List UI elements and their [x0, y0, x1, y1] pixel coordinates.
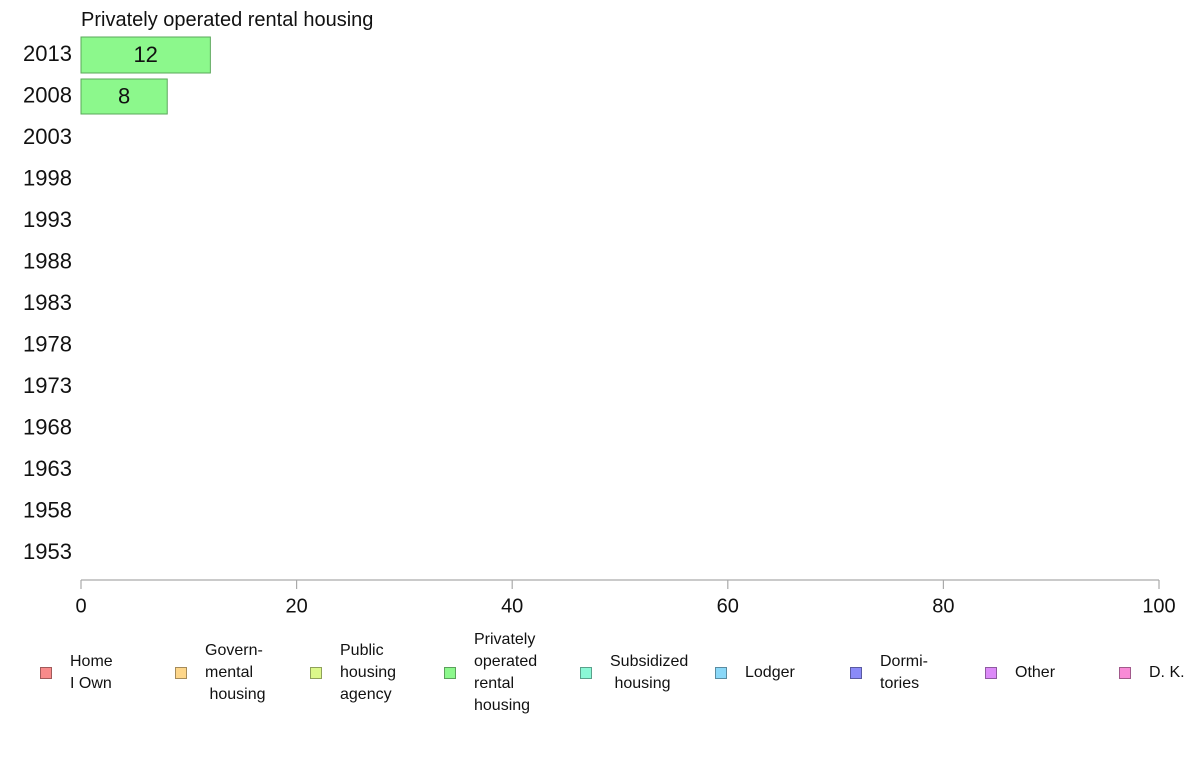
x-tick-label: 60: [717, 595, 739, 617]
legend-label: Other: [1015, 664, 1056, 681]
y-tick-label: 1958: [23, 497, 72, 522]
x-tick-label: 0: [75, 595, 86, 617]
y-tick-label: 1973: [23, 373, 72, 398]
y-tick-label: 1963: [23, 456, 72, 481]
y-tick-label: 1993: [23, 207, 72, 232]
chart: Privately operated rental housing 201320…: [23, 9, 1176, 617]
legend-label: Home I Own: [70, 653, 113, 692]
y-tick-label: 1968: [23, 414, 72, 439]
legend-label: Privately operated rental housing: [474, 631, 538, 714]
legend-swatch: [715, 667, 727, 679]
bar-value-label: 12: [133, 42, 157, 67]
x-tick-label: 40: [501, 595, 523, 617]
x-tick-label: 100: [1142, 595, 1175, 617]
y-tick-label: 1988: [23, 248, 72, 273]
y-tick-label: 2008: [23, 82, 72, 107]
legend-label: Govern- mental housing: [205, 642, 266, 703]
legend-label: D. K.: [1149, 664, 1185, 681]
bar: [80, 78, 168, 115]
legend-label: Lodger: [745, 664, 795, 681]
y-tick-label: 1983: [23, 290, 72, 315]
legend-label: Subsidized housing: [610, 653, 689, 692]
y-tick-label: 2013: [23, 41, 72, 66]
legend-label: Public housing agency: [340, 642, 397, 703]
legend-label: Dormi- tories: [880, 653, 928, 692]
x-tick-label: 20: [285, 595, 307, 617]
chart-title: Privately operated rental housing: [81, 9, 373, 31]
bar-value-label: 8: [118, 83, 130, 108]
y-tick-label: 1953: [23, 539, 72, 564]
y-tick-label: 1978: [23, 331, 72, 356]
legend-swatch: [580, 667, 592, 679]
x-tick-label: 80: [932, 595, 954, 617]
legend-swatch: [985, 667, 997, 679]
bars: 128: [80, 36, 211, 115]
x-axis: 0 20 40 60 80 100: [75, 579, 1176, 617]
y-tick-label: 2003: [23, 124, 72, 149]
legend-swatch: [1119, 667, 1131, 679]
legend-swatch: [310, 667, 322, 679]
legend: Home I Own Govern- mental housing Public h…: [40, 631, 1185, 714]
y-axis: 2013 2008 2003 1998 1993 1988 1983 1978 1973 1968…: [23, 41, 72, 564]
y-tick-label: 1998: [23, 165, 72, 190]
legend-swatch: [40, 667, 52, 679]
legend-swatch: [175, 667, 187, 679]
bar: [80, 36, 211, 74]
legend-swatch: [444, 667, 456, 679]
legend-swatch: [850, 667, 862, 679]
